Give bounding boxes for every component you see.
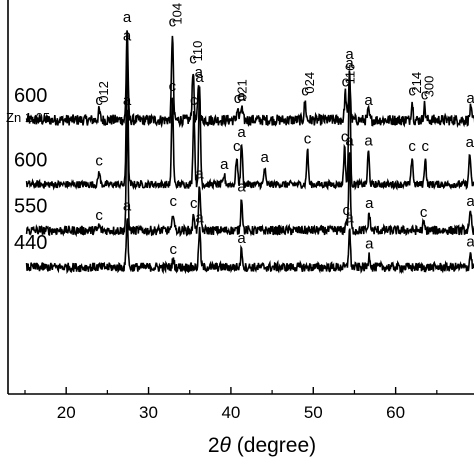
x-tick-label-3: 50	[304, 403, 323, 422]
peak-label-2-5: a	[237, 178, 246, 195]
hkl-label-0-2: 104	[169, 3, 184, 25]
hkl-label-0-0: 012	[96, 81, 111, 103]
peak-label-3-5: a	[365, 235, 374, 252]
x-tick-label-2: 40	[221, 403, 240, 422]
peak-label-2-9: c	[420, 204, 428, 221]
peak-label-2-10: a	[466, 193, 474, 210]
peak-label-0-5: c	[234, 90, 242, 107]
series-line-0	[25, 30, 474, 129]
peak-label-1-13: c	[408, 138, 416, 155]
peak-label-1-15: a	[466, 134, 474, 151]
peak-label-2-2: c	[170, 193, 178, 210]
peak-label-1-10: c	[341, 129, 349, 146]
peak-label-0-11: c	[408, 83, 416, 100]
peak-label-1-3: c	[190, 92, 198, 109]
x-axis-title: 2θ (degree)	[208, 434, 316, 457]
peak-label-1-4: a	[195, 69, 204, 86]
x-tick-label-0: 20	[57, 403, 76, 422]
peak-label-3-0: a	[123, 198, 132, 215]
peak-label-0-13: a	[466, 90, 474, 107]
peak-label-0-7: c	[301, 83, 309, 100]
peak-label-1-9: c	[304, 130, 312, 147]
peak-label-1-6: c	[233, 138, 241, 155]
peak-label-0-6: a	[237, 88, 246, 105]
series-sublabel-0: Zn 1.05	[6, 110, 50, 125]
peak-label-0-9: a	[345, 55, 354, 72]
peak-label-0-10: a	[364, 92, 373, 109]
hkl-label-0-3: 110	[190, 41, 205, 62]
peak-label-3-2: a	[195, 210, 204, 227]
peak-label-3-3: a	[237, 230, 246, 247]
peak-label-0-8: c	[342, 73, 350, 90]
peak-label-1-14: c	[422, 138, 430, 155]
hkl-label-0-12: 300	[422, 76, 437, 98]
peak-label-1-5: a	[220, 156, 229, 173]
series-line-3	[25, 218, 474, 275]
peak-label-2-6: c	[342, 202, 350, 219]
x-tick-label-1: 30	[139, 403, 158, 422]
series-line-1	[25, 49, 474, 191]
series-name-3: 440	[14, 232, 47, 254]
peak-label-2-1: a	[123, 92, 132, 109]
series-name-2: 550	[14, 195, 47, 217]
peak-label-0-12: c	[421, 86, 429, 103]
peak-label-2-0: c	[95, 207, 103, 224]
peak-label-1-7: a	[237, 124, 246, 141]
x-tick-label-4: 60	[386, 403, 405, 422]
series-line-2	[25, 109, 474, 238]
peak-label-0-3: c	[189, 50, 197, 67]
peak-label-1-0: c	[95, 153, 103, 170]
peak-label-2-3: c	[190, 195, 198, 212]
peak-label-0-4: a	[195, 64, 204, 81]
peak-label-1-11: a	[345, 46, 354, 63]
peak-label-2-8: a	[365, 195, 374, 212]
peak-label-3-6: a	[466, 234, 474, 251]
peak-label-1-2: c	[169, 78, 177, 95]
peak-label-2-4: a	[195, 165, 204, 182]
series-name-1: 600	[14, 149, 47, 171]
x-axis: 20304050607	[7, 0, 474, 422]
peak-label-2-7: a	[345, 132, 354, 149]
peak-label-3-4: a	[345, 210, 354, 227]
hkl-label-0-7: 024	[302, 72, 317, 94]
hkl-label-0-5: 021	[235, 79, 250, 101]
x-title-prefix: 2	[208, 434, 220, 457]
peak-label-1-8: a	[261, 149, 270, 166]
peak-label-0-0: c	[95, 92, 103, 109]
peak-label-0-2: c	[169, 14, 177, 31]
peak-label-1-1: a	[123, 27, 132, 44]
peak-label-3-1: c	[170, 241, 178, 258]
x-title-suffix: (degree)	[231, 434, 316, 457]
hkl-label-0-11: 214	[409, 72, 424, 94]
x-title-symbol: θ	[220, 434, 232, 457]
peak-label-0-1: a	[123, 9, 132, 26]
series-name-0: 600	[14, 85, 47, 107]
peak-label-1-12: a	[364, 132, 373, 149]
